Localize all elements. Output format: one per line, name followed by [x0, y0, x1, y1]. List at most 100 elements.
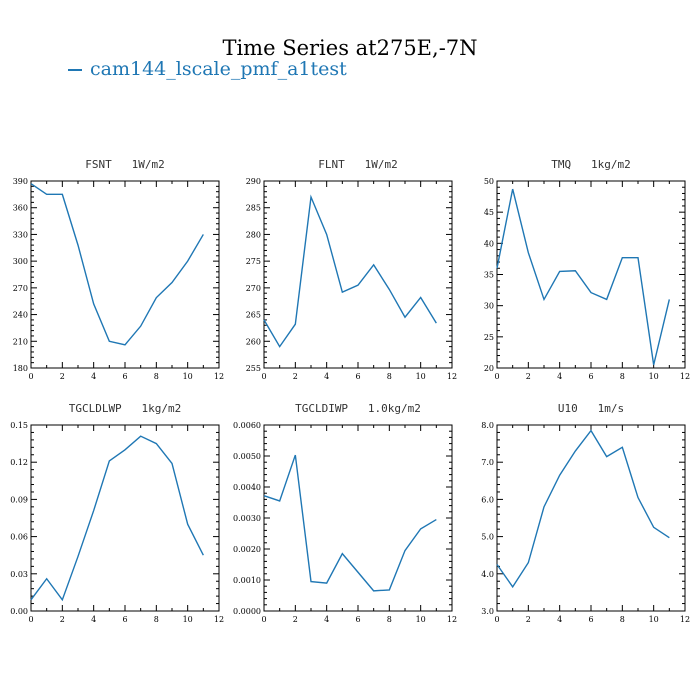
- x-tick-label: 8: [620, 615, 625, 624]
- y-tick-label: 50: [484, 177, 494, 186]
- x-tick-label: 6: [355, 615, 360, 624]
- x-tick-label: 10: [183, 615, 193, 624]
- legend: cam144_lscale_pmf_a1test: [68, 58, 347, 80]
- x-tick-label: 4: [557, 372, 562, 381]
- x-tick-label: 10: [183, 372, 193, 381]
- x-tick-label: 8: [154, 615, 159, 624]
- y-tick-label: 0.00: [10, 607, 28, 616]
- y-tick-label: 30: [484, 302, 494, 311]
- x-tick-label: 2: [526, 615, 531, 624]
- x-tick-label: 6: [588, 615, 593, 624]
- y-tick-label: 260: [246, 337, 261, 346]
- y-tick-label: 300: [13, 257, 28, 266]
- x-tick-label: 0: [494, 615, 499, 624]
- x-tick-label: 0: [261, 372, 266, 381]
- chart-panel-1: FSNT 1W/m2 0 2 4 6 8 10 12 180 210 240 270 300 330 360…: [13, 158, 224, 381]
- y-tick-label: 0.09: [10, 495, 28, 504]
- series-line: [30, 435, 204, 602]
- legend-label: cam144_lscale_pmf_a1test: [90, 58, 347, 80]
- x-tick-label: 12: [214, 372, 224, 381]
- x-tick-label: 2: [60, 372, 65, 381]
- x-tick-label: 8: [154, 372, 159, 381]
- y-tick-label: 290: [246, 177, 261, 186]
- y-tick-label: 330: [13, 230, 28, 239]
- x-tick-label: 8: [620, 372, 625, 381]
- x-tick-label: 0: [28, 615, 33, 624]
- x-tick-label: 10: [649, 372, 659, 381]
- y-tick-label: 5.0: [481, 533, 494, 542]
- y-tick-label: 0.0030: [233, 514, 261, 523]
- y-tick-label: 270: [13, 284, 28, 293]
- x-tick-label: 10: [416, 615, 426, 624]
- series-line: [496, 429, 670, 589]
- x-tick-label: 2: [60, 615, 65, 624]
- series-line: [263, 194, 437, 348]
- y-tick-label: 20: [484, 364, 494, 373]
- y-tick-label: 8.0: [481, 421, 494, 430]
- y-tick-label: 6.0: [481, 495, 494, 504]
- y-tick-label: 25: [484, 333, 494, 342]
- x-tick-label: 12: [680, 615, 690, 624]
- y-tick-label: 0.15: [10, 421, 28, 430]
- plot-frame: [496, 180, 686, 369]
- chart-panel-5: TGCLDIWP 1.0kg/m2 0 2 4 6 8 10 12 0.0000 0.0010 0.…: [233, 402, 457, 624]
- y-tick-label: 7.0: [481, 458, 494, 467]
- chart-title: FLNT 1W/m2: [318, 158, 397, 171]
- x-tick-label: 2: [526, 372, 531, 381]
- y-tick-label: 270: [246, 284, 261, 293]
- page-title: Time Series at275E,-7N: [222, 36, 478, 60]
- plot-frame: [30, 180, 220, 369]
- y-tick-label: 0.0000: [233, 607, 261, 616]
- series-line: [496, 188, 671, 366]
- chart-panel-6: U10 1m/s 0 2 4 6 8 10 12 3.0 4.0 5.0 6.0 7.0 8.0: [481, 402, 690, 624]
- x-tick-label: 0: [494, 372, 499, 381]
- x-tick-label: 10: [416, 372, 426, 381]
- chart-panel-2: FLNT 1W/m2 0 2 4 6 8 10 12 255 260 265 270 275 280 285…: [246, 158, 457, 381]
- y-tick-label: 0.03: [10, 570, 28, 579]
- x-tick-label: 0: [28, 372, 33, 381]
- x-tick-label: 0: [261, 615, 266, 624]
- y-tick-label: 275: [246, 257, 261, 266]
- x-tick-label: 6: [122, 615, 127, 624]
- x-tick-label: 4: [557, 615, 562, 624]
- y-tick-label: 45: [484, 208, 494, 217]
- y-tick-label: 0.12: [10, 458, 28, 467]
- x-tick-label: 8: [387, 372, 392, 381]
- y-tick-label: 285: [246, 204, 261, 213]
- chart-title: TGCLDLWP 1kg/m2: [69, 402, 182, 415]
- x-tick-label: 4: [91, 615, 96, 624]
- chart-title: TGCLDIWP 1.0kg/m2: [295, 402, 421, 415]
- x-tick-label: 6: [355, 372, 360, 381]
- plot-frame: [263, 180, 453, 369]
- x-tick-label: 6: [588, 372, 593, 381]
- y-tick-label: 390: [13, 177, 28, 186]
- x-tick-label: 8: [387, 615, 392, 624]
- y-tick-label: 210: [13, 337, 28, 346]
- y-tick-label: 35: [484, 271, 494, 280]
- legend-swatch: [68, 69, 82, 71]
- plot-frame: [30, 424, 220, 612]
- y-tick-label: 40: [484, 239, 494, 248]
- x-tick-label: 2: [293, 615, 298, 624]
- x-tick-label: 2: [293, 372, 298, 381]
- x-tick-label: 12: [447, 372, 457, 381]
- y-tick-label: 3.0: [481, 607, 494, 616]
- series-line: [30, 183, 204, 346]
- y-tick-label: 255: [246, 364, 261, 373]
- y-tick-label: 4.0: [481, 570, 494, 579]
- y-tick-label: 180: [13, 364, 28, 373]
- x-tick-label: 6: [122, 372, 127, 381]
- plot-frame: [496, 424, 686, 612]
- x-tick-label: 10: [649, 615, 659, 624]
- x-tick-label: 4: [324, 372, 329, 381]
- y-tick-label: 360: [13, 204, 28, 213]
- y-tick-label: 0.0020: [233, 545, 261, 554]
- y-tick-label: 0.0050: [233, 452, 261, 461]
- chart-title: FSNT 1W/m2: [85, 158, 164, 171]
- y-tick-label: 280: [246, 230, 261, 239]
- y-tick-label: 265: [246, 311, 261, 320]
- y-tick-label: 0.0040: [233, 483, 261, 492]
- x-tick-label: 4: [324, 615, 329, 624]
- x-tick-label: 12: [680, 372, 690, 381]
